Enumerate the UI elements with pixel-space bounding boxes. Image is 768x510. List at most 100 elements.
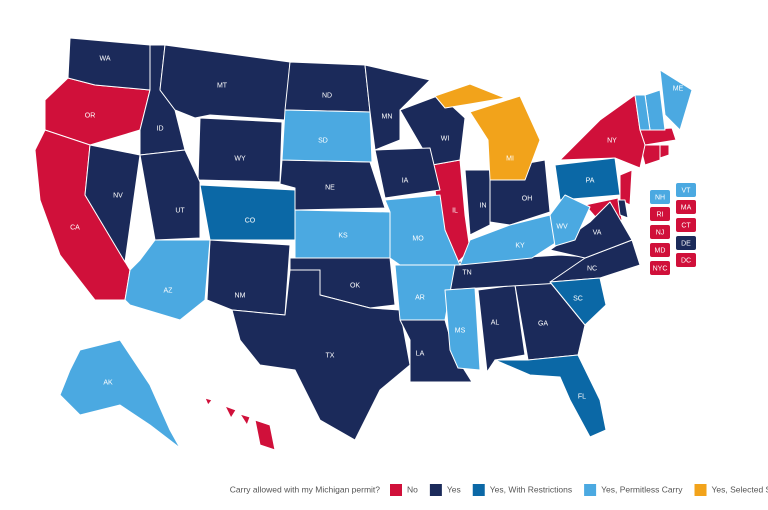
state-label: GA [538, 320, 548, 327]
state-shape [549, 201, 633, 259]
state-label: VA [593, 229, 602, 236]
state-label: MT [217, 82, 228, 89]
state-shape [124, 239, 211, 321]
legend-title: Carry allowed with my Michigan permit? [230, 484, 380, 494]
state-shape [139, 149, 201, 241]
state-shape [559, 94, 646, 169]
state-label: AL [491, 319, 500, 326]
state-shape [199, 184, 296, 241]
state-label: NY [607, 137, 617, 144]
state-label: IA [402, 177, 409, 184]
state-label: CA [70, 224, 80, 231]
state-shape [197, 117, 283, 183]
state-shape [494, 354, 607, 438]
state-label: CO [245, 217, 256, 224]
state-label: AR [415, 294, 425, 301]
legend-label: Yes, With Restrictions [490, 484, 572, 494]
state-shape [239, 413, 251, 426]
legend-label: Yes, Permitless Carry [601, 484, 683, 494]
state-shape [444, 287, 481, 371]
state-shape [374, 147, 441, 199]
state-label: ME [673, 85, 684, 92]
state-label: HI [235, 430, 242, 437]
state-label: MO [412, 235, 424, 242]
state-label: SD [318, 137, 328, 144]
state-label: DE [681, 240, 691, 247]
state-shape [634, 94, 651, 131]
state-shape [206, 239, 291, 316]
state-label: CT [681, 222, 691, 229]
state-label: WA [99, 55, 110, 62]
legend-swatch [472, 484, 485, 496]
state-shape [84, 144, 141, 263]
state-label: NJ [656, 229, 665, 236]
state-shape [639, 144, 661, 166]
labels: OR CA IL NY HI MA RI CT NJ MD NYC DC WA ID MT ND MN WI WY N… [70, 55, 696, 437]
state-shape [284, 61, 371, 113]
state-shape [281, 109, 373, 163]
state-label: SC [573, 295, 583, 302]
state-shape [59, 339, 181, 449]
legend-swatch [390, 484, 402, 496]
legend-swatch [694, 484, 707, 496]
state-label: KS [338, 232, 348, 239]
state-label: WV [556, 223, 568, 230]
state-label: OR [85, 112, 96, 119]
state-box [676, 236, 696, 250]
state-shape [549, 194, 591, 247]
legend-label: No [407, 484, 418, 494]
state-label: MN [382, 113, 393, 120]
legend-swatch [429, 484, 442, 496]
state-label: FL [578, 393, 586, 400]
state-label: RI [657, 211, 664, 218]
state-label: IN [480, 202, 487, 209]
state-box [676, 200, 696, 214]
state-label: KY [515, 242, 525, 249]
legend-swatch [584, 484, 597, 496]
state-label: NM [235, 292, 246, 299]
state-shape [659, 144, 670, 159]
state-box [676, 253, 696, 267]
state-label: ND [322, 92, 332, 99]
state-shape [464, 169, 491, 236]
state-shape [659, 69, 693, 131]
state-label: MS [455, 327, 466, 334]
state-box [650, 243, 670, 257]
states [34, 37, 693, 451]
state-shape [394, 264, 456, 321]
state-label: AK [103, 379, 113, 386]
state-label: NYC [653, 265, 668, 272]
state-label: NE [325, 184, 335, 191]
state-box [650, 207, 670, 221]
state-box [650, 190, 670, 204]
state-label: PA [586, 177, 595, 184]
state-label: AZ [164, 287, 174, 294]
state-label: MD [655, 247, 666, 254]
state-shape [434, 83, 506, 109]
state-shape [67, 37, 151, 91]
state-label: WY [234, 155, 246, 162]
state-label: ID [157, 125, 164, 132]
state-shape [554, 157, 621, 201]
state-shape [617, 199, 629, 219]
state-shape [469, 95, 541, 181]
state-label: OH [522, 195, 533, 202]
state-label: NV [113, 192, 123, 199]
state-shape [254, 419, 276, 451]
state-label: MA [681, 204, 692, 211]
state-shape [204, 397, 213, 406]
legend-label: Yes, Selected State [712, 484, 768, 494]
state-shape [549, 277, 607, 326]
state-label: DC [681, 257, 691, 264]
state-box [676, 183, 696, 197]
state-box [676, 218, 696, 232]
state-label: WI [441, 135, 450, 142]
state-label: VT [682, 187, 692, 194]
state-shape [224, 405, 237, 419]
state-shape [639, 127, 677, 146]
state-label: TN [462, 269, 471, 276]
state-box [650, 261, 670, 275]
state-label: TX [326, 352, 335, 359]
state-box [650, 225, 670, 239]
